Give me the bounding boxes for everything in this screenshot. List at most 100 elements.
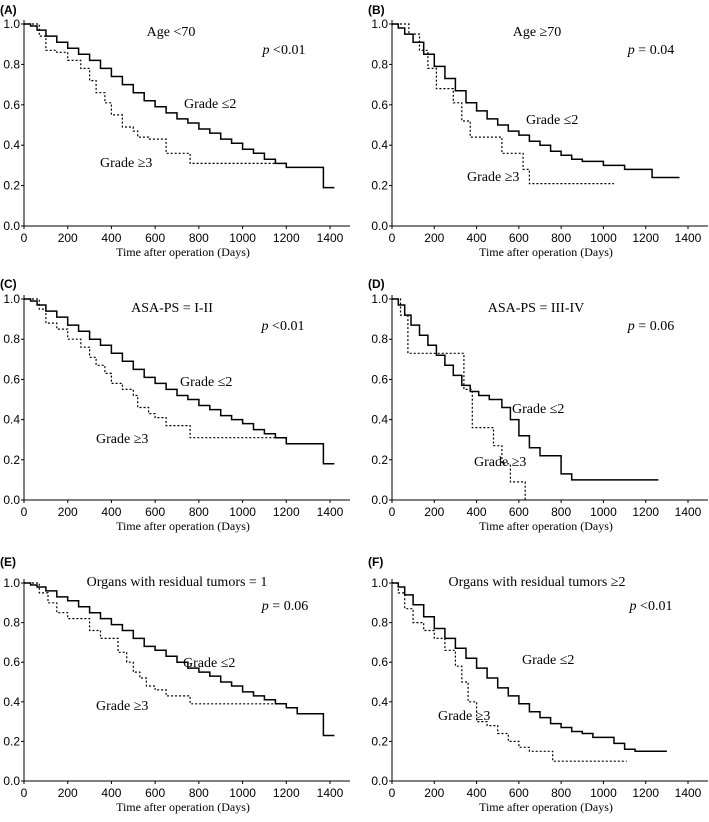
x-tick-label: 600	[145, 786, 165, 800]
series-annotation: Grade ≤2	[522, 653, 574, 668]
x-tick-label: 400	[101, 505, 121, 519]
x-tick-label: 800	[551, 231, 571, 245]
series-grade-2-or-less	[24, 298, 335, 465]
x-tick-label: 1400	[675, 786, 702, 800]
y-tick-label: 1.0	[371, 17, 388, 31]
y-tick-label: 0.2	[371, 453, 388, 467]
y-tick-label: 0.6	[3, 655, 20, 669]
panel-label: (E)	[0, 555, 16, 569]
panel-3: (C) 0.0 0.2 0.4 0.6 0.8 1.0 0 200 400 600 800 1000 12…	[0, 277, 350, 533]
panel-label: (A)	[0, 3, 17, 17]
panel-label: (C)	[0, 277, 17, 291]
x-axis-label: Time after operation (Days)	[479, 519, 613, 533]
y-tick-label: 1.0	[3, 17, 20, 31]
series-grade-2-or-less	[392, 582, 667, 753]
y-tick-label: 0.4	[3, 138, 20, 152]
y-tick-label: 1.0	[3, 576, 20, 590]
series-annotation: Grade ≥3	[96, 432, 148, 447]
y-tick-label: 0.4	[371, 138, 388, 152]
panel-label: (D)	[368, 277, 385, 291]
panel-label: (B)	[368, 3, 385, 17]
x-tick-label: 1200	[273, 786, 300, 800]
series-grade-3-plus	[24, 298, 276, 439]
series-grade-3-plus	[24, 23, 276, 164]
series-annotation: Grade ≤2	[184, 97, 236, 112]
x-tick-label: 200	[58, 786, 78, 800]
y-tick-label: 0.0	[3, 774, 20, 788]
x-axis-label: Time after operation (Days)	[116, 800, 250, 814]
y-tick-label: 0.6	[3, 372, 20, 386]
series-annotation: Grade ≤2	[526, 113, 578, 128]
y-tick-label: 0.0	[371, 219, 388, 233]
series-grade-3-plus	[392, 298, 526, 500]
panel-title: Age <70	[147, 25, 196, 40]
x-tick-label: 400	[467, 786, 487, 800]
y-tick-label: 0.8	[3, 57, 20, 71]
x-tick-label: 0	[389, 231, 396, 245]
series-annotation: Grade ≥3	[474, 455, 526, 470]
x-tick-label: 800	[551, 786, 571, 800]
y-tick-label: 0.2	[371, 179, 388, 193]
p-value: p <0.01	[262, 43, 306, 58]
panel-title: ASA-PS = I-II	[131, 301, 213, 316]
panel-6: (F) 0.0 0.2 0.4 0.6 0.8 1.0 0 200 400 600 800 1000 12…	[368, 555, 708, 814]
y-tick-label: 0.0	[371, 493, 388, 507]
x-tick-label: 400	[467, 231, 487, 245]
x-tick-label: 600	[509, 505, 529, 519]
x-tick-label: 1200	[632, 786, 659, 800]
panel-1: (A) 0.0 0.2 0.4 0.6 0.8 1.0 0 200 400 600 800 1000 12…	[0, 3, 350, 259]
x-tick-label: 0	[389, 786, 396, 800]
y-tick-label: 0.2	[3, 734, 20, 748]
y-tick-label: 0.4	[371, 695, 388, 709]
x-tick-label: 1000	[590, 505, 617, 519]
y-tick-label: 0.4	[371, 413, 388, 427]
x-tick-label: 800	[189, 505, 209, 519]
y-tick-label: 0.4	[3, 413, 20, 427]
y-tick-label: 0.8	[371, 332, 388, 346]
series-grade-2-or-less	[392, 298, 659, 481]
x-tick-label: 600	[145, 505, 165, 519]
panel-title: Organs with residual tumors = 1	[87, 575, 268, 590]
p-value: p <0.01	[629, 599, 673, 614]
y-tick-label: 0.0	[3, 493, 20, 507]
x-tick-label: 600	[509, 231, 529, 245]
x-tick-label: 1400	[317, 505, 344, 519]
panel-4: (D) 0.0 0.2 0.4 0.6 0.8 1.0 0 200 400 600 800 1000 12…	[368, 277, 708, 533]
series-grade-3-plus	[392, 23, 614, 185]
x-tick-label: 600	[509, 786, 529, 800]
panel-5: (E) 0.0 0.2 0.4 0.6 0.8 1.0 0 200 400 600 800 1000 12…	[0, 555, 350, 814]
x-tick-label: 800	[189, 786, 209, 800]
x-tick-label: 1400	[675, 231, 702, 245]
series-annotation: Grade ≤2	[180, 375, 232, 390]
x-tick-label: 400	[101, 231, 121, 245]
panel-label: (F)	[368, 555, 383, 569]
series-annotation: Grade ≥3	[438, 709, 490, 724]
x-tick-label: 1200	[273, 505, 300, 519]
y-tick-label: 0.4	[3, 695, 20, 709]
series-grade-2-or-less	[392, 23, 680, 179]
y-tick-label: 1.0	[3, 292, 20, 306]
panel-title: Age ≥70	[513, 25, 562, 40]
x-tick-label: 1000	[590, 786, 617, 800]
series-annotation: Grade ≥3	[96, 699, 148, 714]
x-tick-label: 1000	[229, 786, 256, 800]
x-tick-label: 1000	[229, 505, 256, 519]
x-tick-label: 400	[467, 505, 487, 519]
x-tick-label: 1400	[317, 786, 344, 800]
y-tick-label: 0.2	[371, 734, 388, 748]
series-annotation: Grade ≥3	[100, 156, 152, 171]
p-value: p = 0.06	[261, 599, 308, 614]
x-tick-label: 1400	[675, 505, 702, 519]
x-tick-label: 200	[424, 505, 444, 519]
y-tick-label: 0.6	[371, 98, 388, 112]
y-tick-label: 0.2	[3, 453, 20, 467]
x-tick-label: 1200	[273, 231, 300, 245]
x-tick-label: 600	[145, 231, 165, 245]
series-grade-2-or-less	[24, 582, 335, 737]
panel-title: ASA-PS = III-IV	[488, 301, 585, 316]
series-grade-3-plus	[24, 582, 276, 705]
series-grade-3-plus	[392, 582, 627, 762]
series-grade-2-or-less	[24, 23, 335, 189]
y-tick-label: 0.0	[3, 219, 20, 233]
